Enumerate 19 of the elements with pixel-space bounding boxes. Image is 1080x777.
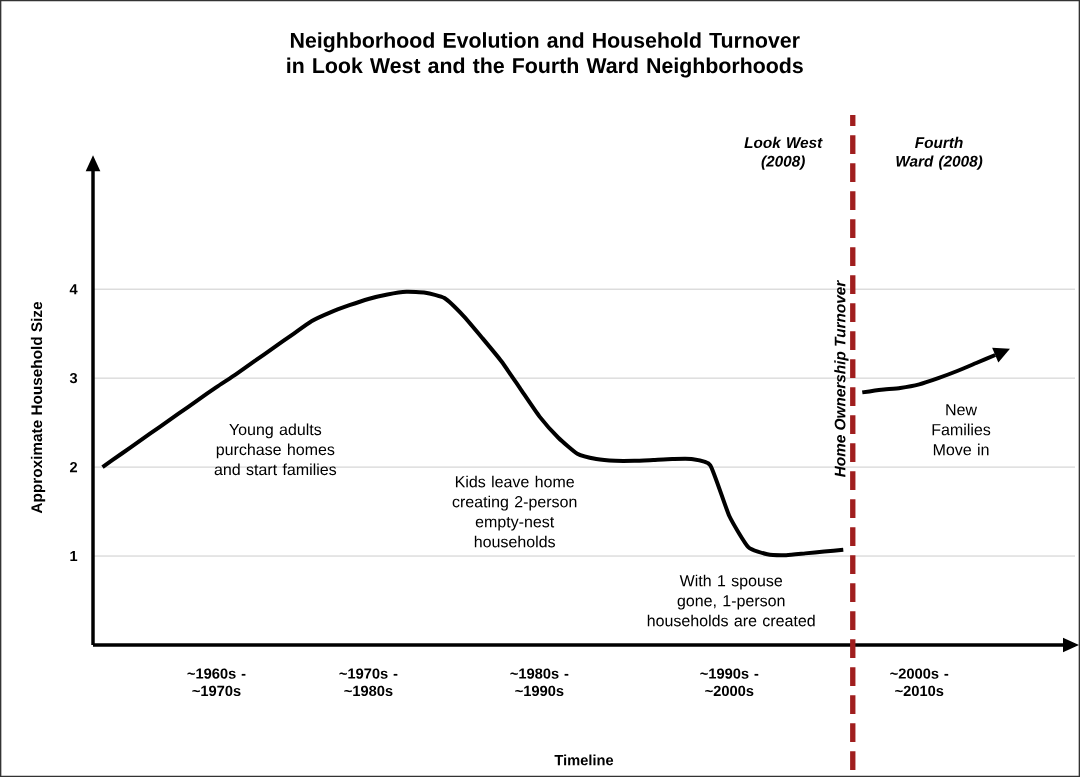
text: Look West (2008): [744, 136, 823, 170]
y-tick-label: 3: [69, 372, 78, 384]
x-tick-label: ~1980s - ~1990s: [510, 668, 569, 697]
x-tick-label: ~2000s - ~2010s: [890, 668, 949, 697]
annotation: New Families Move in: [932, 404, 991, 456]
annotation: Home Ownership Turnover: [834, 280, 849, 478]
y-tick-label: 1: [70, 551, 78, 562]
annotation: Kids leave home creating 2-person empty-nest households: [452, 475, 577, 548]
x-tick-label: ~1960s - ~1970s: [187, 668, 246, 697]
x-tick-label: ~1970s - ~1980s: [339, 668, 398, 697]
y-axis-title: Approximate Household Size: [30, 301, 46, 514]
x-tick-label: ~1990s - ~2000s: [700, 668, 759, 697]
y-tick-label: 4: [69, 284, 78, 295]
x-axis-title: Timeline: [554, 754, 614, 766]
chart-title: Neighborhood Evolution and Household Turnover in Look West and the Fourth Ward Neighborhoods: [287, 32, 803, 78]
annotation: With 1 spouse gone, 1-person households are created: [647, 574, 815, 627]
y-tick-label: 2: [69, 461, 78, 473]
annotation: Young adults purchase homes and start families: [214, 423, 337, 476]
text: Fourth Ward (2008): [896, 136, 983, 170]
